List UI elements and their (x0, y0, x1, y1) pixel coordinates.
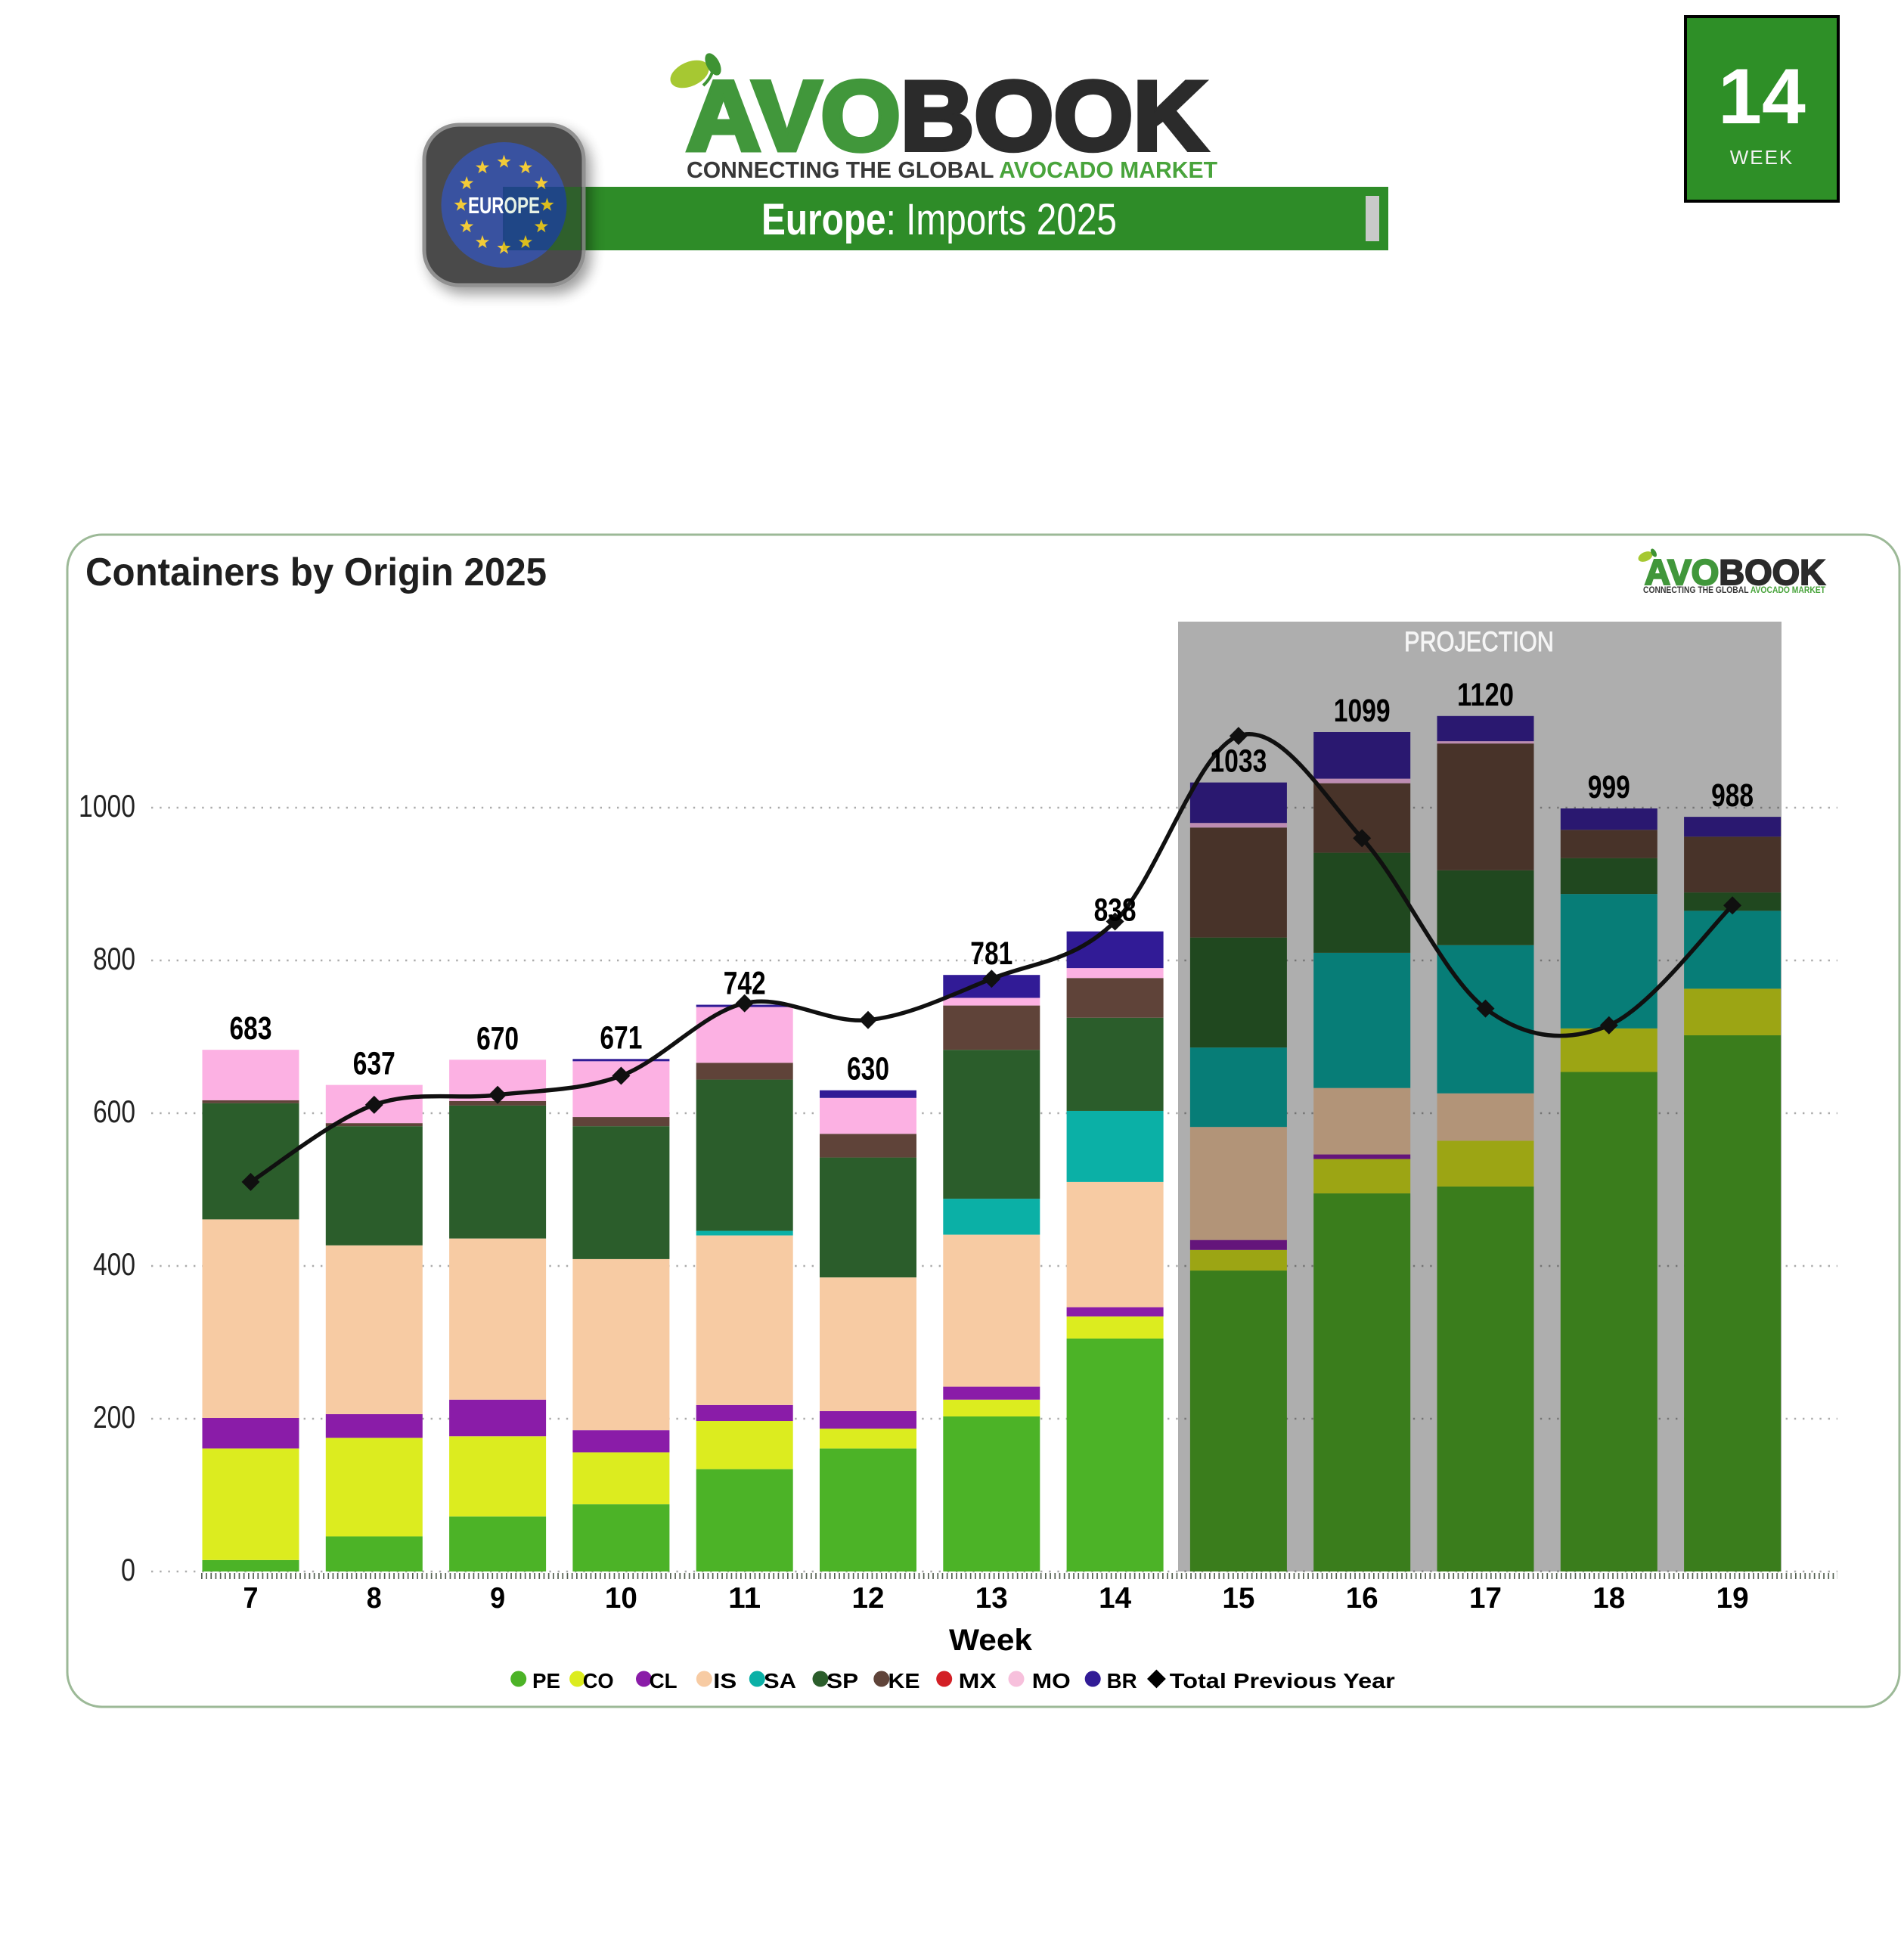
svg-text:CO: CO (583, 1669, 614, 1692)
svg-text:13: 13 (975, 1582, 1008, 1615)
svg-text:9: 9 (490, 1582, 505, 1615)
svg-text:Europe: Imports 2025: Europe: Imports 2025 (761, 195, 1117, 244)
svg-text:14: 14 (1099, 1582, 1131, 1615)
svg-text:637: 637 (353, 1046, 395, 1082)
svg-text:CONNECTING THE GLOBAL AVOCADO: CONNECTING THE GLOBAL AVOCADO MARKET (687, 157, 1217, 183)
svg-text:PROJECTION: PROJECTION (1404, 626, 1554, 657)
svg-text:671: 671 (600, 1019, 642, 1056)
svg-text:1033: 1033 (1210, 743, 1267, 780)
svg-text:800: 800 (93, 941, 135, 976)
svg-text:Containers by Origin 2025: Containers by Origin 2025 (85, 551, 547, 594)
svg-text:MX: MX (959, 1669, 997, 1692)
svg-text:EUROPE: EUROPE (468, 192, 540, 219)
svg-text:1099: 1099 (1334, 693, 1391, 729)
svg-text:16: 16 (1346, 1582, 1378, 1615)
svg-text:838: 838 (1094, 892, 1137, 929)
svg-text:683: 683 (230, 1010, 272, 1047)
svg-text:8: 8 (367, 1582, 382, 1615)
svg-text:742: 742 (724, 966, 766, 1002)
svg-text:SA: SA (764, 1669, 796, 1692)
svg-text:400: 400 (93, 1246, 135, 1282)
svg-text:600: 600 (93, 1094, 135, 1129)
svg-text:7: 7 (243, 1582, 259, 1615)
svg-text:IS: IS (713, 1669, 736, 1692)
svg-text:CONNECTING THE GLOBAL AVOCADO: CONNECTING THE GLOBAL AVOCADO MARKET (1643, 586, 1825, 595)
svg-text:670: 670 (476, 1020, 519, 1056)
svg-text:200: 200 (93, 1399, 135, 1435)
svg-text:Total Previous Year: Total Previous Year (1170, 1669, 1395, 1692)
svg-text:15: 15 (1222, 1582, 1254, 1615)
svg-text:10: 10 (605, 1582, 637, 1615)
svg-text:14: 14 (1718, 53, 1806, 141)
svg-text:999: 999 (1588, 769, 1630, 805)
svg-text:AVOBOOK: AVOBOOK (687, 60, 1207, 171)
svg-text:CL: CL (650, 1669, 678, 1692)
svg-text:0: 0 (121, 1552, 135, 1587)
svg-text:Week: Week (949, 1624, 1033, 1657)
svg-text:11: 11 (728, 1582, 761, 1615)
svg-text:AVOBOOK: AVOBOOK (1645, 552, 1825, 592)
svg-text:PE: PE (532, 1669, 560, 1692)
svg-text:1000: 1000 (79, 788, 135, 824)
svg-text:18: 18 (1592, 1582, 1625, 1615)
svg-text:WEEK: WEEK (1730, 146, 1794, 169)
svg-text:BR: BR (1107, 1669, 1137, 1692)
svg-text:17: 17 (1469, 1582, 1502, 1615)
svg-text:630: 630 (847, 1051, 889, 1087)
svg-text:781: 781 (970, 935, 1012, 972)
svg-text:988: 988 (1711, 777, 1754, 814)
svg-text:SP: SP (826, 1669, 858, 1692)
svg-text:12: 12 (852, 1582, 885, 1615)
svg-text:19: 19 (1716, 1582, 1749, 1615)
svg-text:KE: KE (888, 1669, 920, 1692)
svg-text:MO: MO (1032, 1669, 1071, 1692)
svg-text:1120: 1120 (1457, 677, 1514, 713)
